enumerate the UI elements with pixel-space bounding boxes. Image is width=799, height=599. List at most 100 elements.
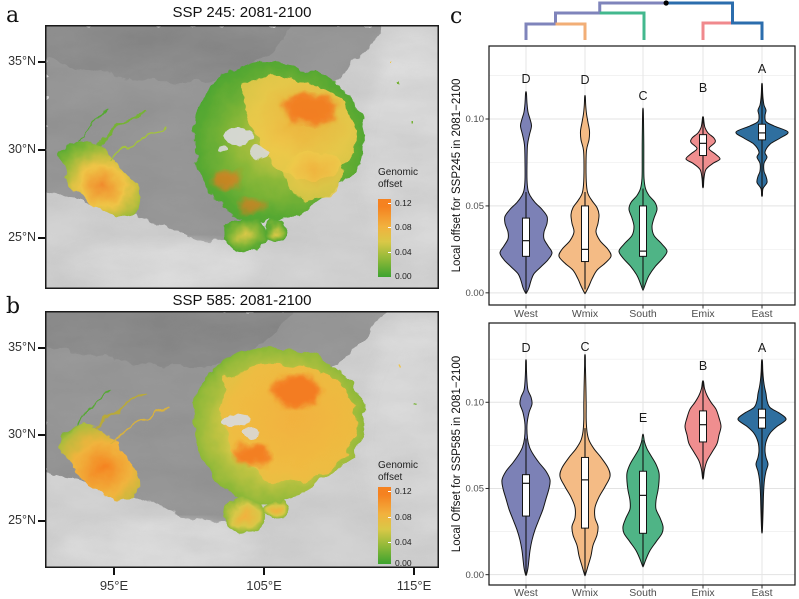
map-b-region-lobe1: [223, 497, 267, 533]
x-category-label-west: West: [514, 587, 538, 599]
legend-ssp245: Genomic offset 0.12 0.08 0.04 0.00: [378, 167, 438, 282]
map-a-speck3: [411, 121, 414, 123]
map-a-lat-label-25: 25°N: [8, 230, 36, 244]
dendrogram: [524, 0, 764, 40]
panel-a-title: SSP 245: 2081-2100: [172, 4, 312, 21]
dendrogram-root-node: [663, 0, 669, 6]
map-a-offset-region: [59, 62, 414, 253]
box-wmix: [581, 205, 589, 263]
map-b-lat-tick-30: [38, 434, 45, 436]
map-b-west-patch: [59, 424, 139, 499]
map-a-hole3: [214, 147, 228, 155]
dendrogram-branch-pink: [701, 21, 733, 40]
map-b-speck1: [397, 367, 400, 370]
dendrogram-branch-green: [599, 11, 646, 40]
y-tick-label: 0.00: [466, 570, 485, 581]
legend-b-title-line2: offset: [378, 472, 403, 483]
box-emix: [699, 134, 707, 157]
sig-letter-south: E: [639, 411, 647, 425]
sig-letter-west: D: [521, 72, 530, 86]
map-ssp585: [45, 311, 439, 568]
map-a-speck2: [389, 63, 391, 65]
sig-letter-west: D: [521, 341, 530, 355]
x-category-label-east: East: [751, 587, 772, 599]
legend-a-tick-000: 0.00: [395, 271, 412, 281]
legend-b-tick-004: 0.04: [395, 537, 412, 547]
map-a-region-lobe1: [223, 217, 267, 253]
y-axis-title: Local offset for SSP245 in 2081−2100: [451, 79, 463, 273]
map-a-west-patch: [59, 141, 139, 218]
sig-letter-east: A: [758, 341, 767, 355]
map-b-lat-tick-25: [38, 520, 45, 522]
map-b-region-lobe2: [265, 501, 289, 521]
x-category-label-west: West: [514, 308, 538, 320]
map-a-lat-tick-25: [38, 237, 45, 239]
box-east: [758, 123, 766, 141]
x-category-label-emix: Emix: [691, 587, 715, 599]
x-category-label-east: East: [751, 308, 772, 320]
map-a-region-yellow2: [283, 151, 343, 199]
map-a-region-lobe2: [265, 221, 289, 241]
box-west: [522, 474, 530, 517]
map-b-lon-label-115: 115°E: [396, 578, 432, 593]
map-a-lat-tick-35: [38, 61, 45, 63]
x-category-label-south: South: [629, 308, 657, 320]
legend-b-title: Genomic offset: [378, 460, 418, 484]
map-b-lat-label-35: 35°N: [8, 340, 36, 354]
map-a-hole2: [249, 146, 269, 158]
legend-b-tick-008: 0.08: [395, 512, 412, 522]
sig-letter-emix: B: [699, 81, 707, 95]
legend-a-tick-008: 0.08: [395, 222, 412, 232]
y-tick-label: 0.10: [466, 114, 485, 125]
map-b-lon-label-105: 105°E: [246, 578, 282, 593]
dendrogram-branch-blue: [666, 1, 764, 40]
box-emix: [699, 410, 707, 443]
legend-a-notch3: [387, 252, 391, 254]
legend-a-title: Genomic offset: [378, 167, 418, 191]
map-b-speck2: [411, 404, 414, 406]
legend-b-title-line1: Genomic: [378, 460, 419, 471]
plot-frame: [488, 45, 796, 306]
box-south: [639, 470, 647, 534]
map-a-hotspot-w: [213, 170, 241, 190]
legend-a-title-line2: offset: [378, 179, 403, 190]
y-tick-label: 0.05: [466, 201, 485, 212]
map-a-hotspot-ne: [284, 95, 336, 125]
sig-letter-south: C: [638, 89, 647, 103]
panel-a-label: a: [6, 3, 20, 28]
box-west: [522, 217, 530, 257]
map-a-valley-streak2: [110, 124, 168, 162]
x-category-label-emix: Emix: [691, 308, 715, 320]
map-a-lat-tick-30: [38, 149, 45, 151]
map-a-valley-streak3: [78, 108, 110, 142]
legend-b-notch2: [387, 517, 391, 519]
map-b-valley-streak3: [78, 391, 110, 425]
violin-chart-ssp585: D C E B A 0.00 0.05 0.10 West Wmix South Emix East Lo…: [451, 322, 796, 599]
map-b-lat-tick-35: [38, 347, 45, 349]
map-b-lon-tick-95: [113, 568, 115, 575]
map-a-lat-label-30: 30°N: [8, 142, 36, 156]
legend-b-notch3: [387, 542, 391, 544]
dendrogram-branch-orange: [555, 22, 587, 40]
legend-a-colorbar: [378, 199, 391, 277]
map-b-lon-tick-115: [413, 568, 415, 575]
map-a-lat-label-35: 35°N: [8, 54, 36, 68]
map-b-hotspot-c: [237, 443, 269, 467]
map-b-lat-label-25: 25°N: [8, 513, 36, 527]
y-tick-label: 0.10: [466, 397, 485, 408]
legend-b-tick-000: 0.00: [395, 558, 412, 568]
legend-a-notch1: [387, 203, 391, 205]
legend-a-tick-012: 0.12: [395, 198, 412, 208]
map-b-lon-label-95: 95°E: [99, 578, 129, 593]
map-a-hole1: [223, 129, 253, 145]
violin-panel: D D C B A 0.00 0.05 0.10 West Wmix South Emix East Lo…: [451, 0, 796, 599]
y-tick-label: 0.00: [466, 288, 485, 299]
legend-a-title-line1: Genomic: [378, 167, 419, 178]
dendrogram-branch-purple: [524, 1, 667, 40]
map-b-lon-tick-105: [263, 568, 265, 575]
legend-b-notch1: [387, 491, 391, 493]
panel-b-label: b: [6, 294, 21, 319]
box-south: [639, 205, 647, 257]
map-ssp245: [45, 25, 439, 289]
map-b-frame: [45, 311, 439, 568]
